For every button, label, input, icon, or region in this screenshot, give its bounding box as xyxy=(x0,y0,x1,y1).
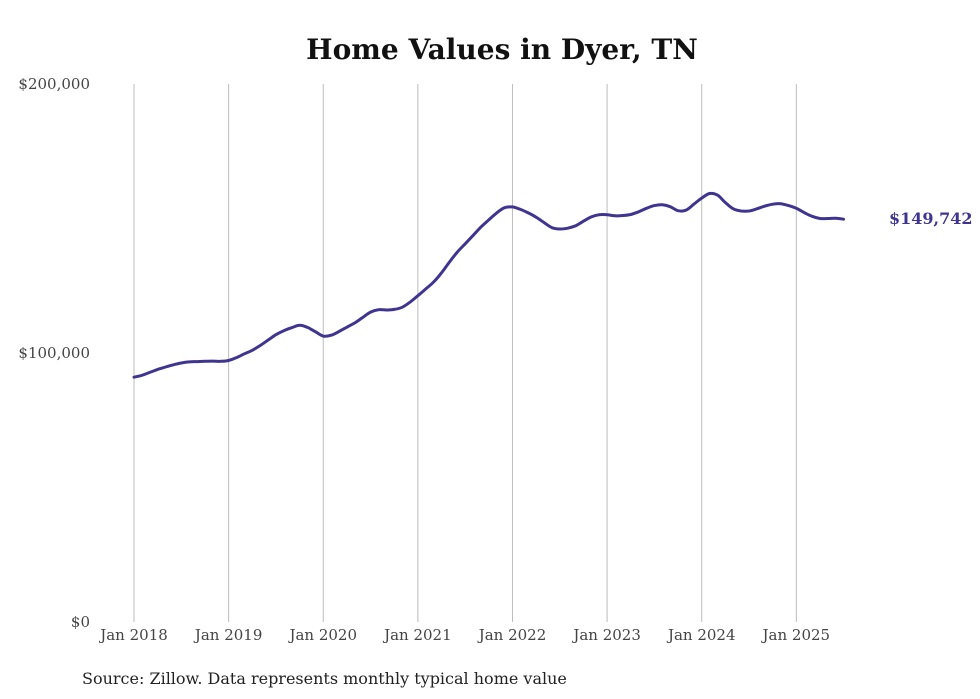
last-value-label: $149,742 xyxy=(889,209,973,228)
source-note: Source: Zillow. Data represents monthly … xyxy=(82,669,567,688)
x-tick-label: Jan 2023 xyxy=(571,626,641,644)
y-tick-label: $100,000 xyxy=(18,344,90,362)
y-axis-labels: $0 $100,000 $200,000 xyxy=(18,75,90,631)
y-tick-label: $0 xyxy=(71,613,90,631)
x-tick-label: Jan 2024 xyxy=(666,626,736,644)
x-tick-label: Jan 2021 xyxy=(382,626,452,644)
x-tick-label: Jan 2019 xyxy=(193,626,263,644)
x-tick-label: Jan 2020 xyxy=(287,626,357,644)
x-tick-label: Jan 2022 xyxy=(477,626,547,644)
y-tick-label: $200,000 xyxy=(18,75,90,93)
series-line-typical-home-value xyxy=(132,191,846,379)
x-tick-label: Jan 2025 xyxy=(761,626,831,644)
x-axis-labels: Jan 2018 Jan 2019 Jan 2020 Jan 2021 Jan 2022… xyxy=(98,626,830,644)
chart-title: Home Values in Dyer, TN xyxy=(306,33,698,66)
x-tick-label: Jan 2018 xyxy=(98,626,168,644)
grid-lines xyxy=(133,84,797,622)
